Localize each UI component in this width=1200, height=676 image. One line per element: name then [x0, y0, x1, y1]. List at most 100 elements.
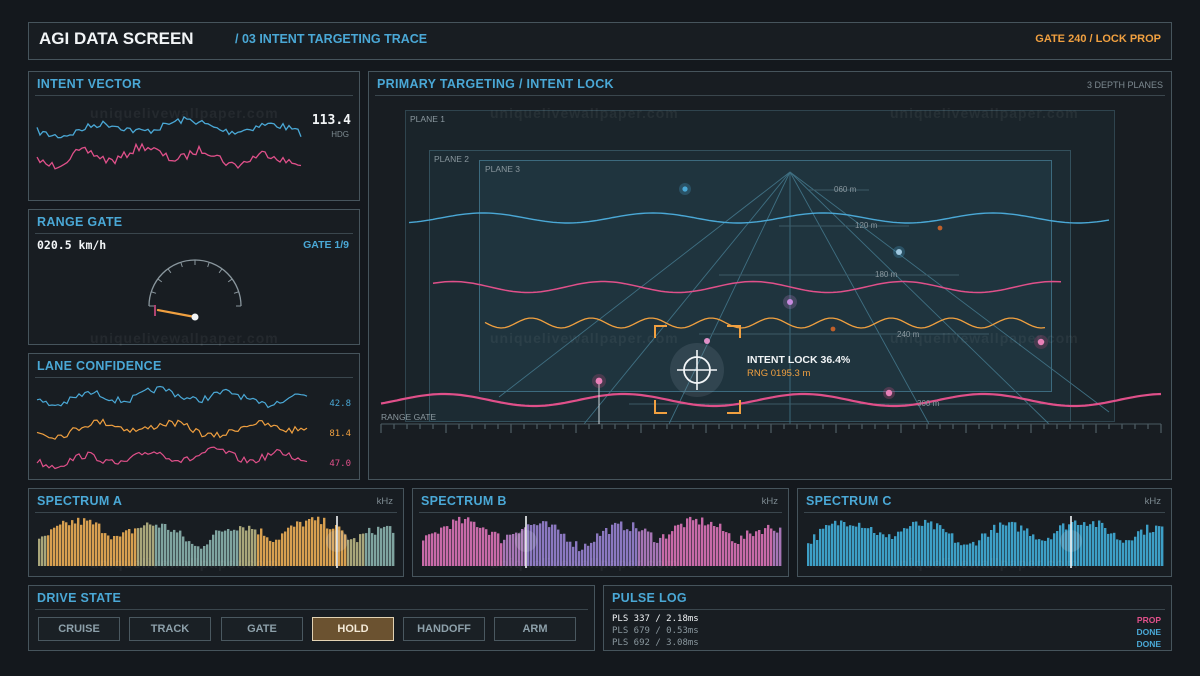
drive-button-gate[interactable]: GATE — [221, 617, 303, 641]
lane-trace-1 — [36, 385, 308, 409]
gauge-tick — [227, 278, 233, 283]
spectrum-bar — [311, 517, 314, 566]
spectrum-bar — [897, 531, 900, 566]
spectrum-bar — [38, 538, 41, 566]
spectrum-bar — [602, 530, 605, 566]
spectrum-bar — [251, 529, 254, 566]
spectrum-bar — [152, 525, 155, 566]
spectrum-bar — [671, 531, 674, 566]
spectrum-bar — [683, 527, 686, 566]
spectrum-c-bar-group — [807, 516, 1164, 568]
spectrum-bar — [879, 532, 882, 566]
spectrum-bar — [68, 525, 71, 566]
spectrum-bar — [374, 534, 377, 566]
watermark: uniquelivewallpaper.com — [490, 105, 679, 121]
spectrum-bar — [740, 535, 743, 566]
drive-button-cruise[interactable]: CRUISE — [38, 617, 120, 641]
watermark: uniquelivewallpaper.com — [890, 330, 1079, 346]
gauge-tick — [207, 262, 210, 268]
spectrum-bar — [215, 530, 218, 566]
spectrum-bar — [134, 528, 137, 566]
spectrum-bar — [563, 533, 566, 566]
watermark: uniquelivewallpaper.com — [490, 555, 679, 571]
spectrum-bar — [356, 542, 359, 566]
spectrum-bar — [98, 523, 101, 566]
spectrum-bar — [542, 521, 545, 566]
spectrum-bar — [521, 529, 524, 566]
gauge-needle — [156, 308, 197, 319]
spectrum-bar — [680, 523, 683, 566]
spectrum-bar — [807, 543, 810, 566]
spectrum-c-panel: SPECTRUM C kHz — [797, 488, 1172, 577]
spectrum-bar — [230, 530, 233, 566]
log-status-1: PROP — [1136, 615, 1161, 625]
spectrum-bar — [158, 527, 161, 566]
spectrum-bar — [431, 533, 434, 566]
log-entry-2: PLS 679 / 0.53ms — [612, 626, 699, 636]
spectrum-bar — [551, 524, 554, 566]
range-gate-scale-label: RANGE GATE — [381, 412, 437, 422]
spectrum-bar — [779, 527, 782, 566]
spectrum-bar — [509, 534, 512, 566]
drive-button-arm[interactable]: ARM — [494, 617, 576, 641]
spectrum-bar — [644, 528, 647, 566]
spectrum-bar — [65, 522, 68, 566]
spectrum-bar — [954, 542, 957, 566]
spectrum-bar — [888, 534, 891, 566]
spectrum-bar — [506, 534, 509, 566]
drive-button-hold[interactable]: HOLD — [312, 617, 394, 641]
spectrum-bar — [858, 522, 861, 566]
intent-vector-chart — [36, 116, 302, 170]
spectrum-bar — [903, 528, 906, 566]
spectrum-bar — [455, 520, 458, 566]
spectrum-bar — [461, 523, 464, 566]
spectrum-bar — [212, 534, 215, 566]
spectrum-bar — [359, 534, 362, 566]
spectrum-bar — [263, 535, 266, 566]
spectrum-bar — [128, 529, 131, 566]
intent-vector-trace-heading — [36, 116, 302, 139]
range-scale-ticks — [380, 424, 1162, 433]
log-entry-1: PLS 337 / 2.18ms — [612, 614, 699, 624]
plane-2-label: PLANE 2 — [434, 154, 469, 164]
drive-button-handoff[interactable]: HANDOFF — [403, 617, 485, 641]
spectrum-bar — [873, 533, 876, 566]
spectrum-bar — [864, 528, 867, 566]
spectrum-bar — [698, 524, 701, 566]
spectrum-bar — [107, 535, 110, 566]
spectrum-bar — [269, 540, 272, 566]
log-status-3: DONE — [1136, 639, 1161, 649]
spectrum-bar — [981, 533, 984, 566]
spectrum-bar — [641, 530, 644, 566]
spectrum-bar — [299, 521, 302, 566]
speed-readout: 020.5 km/h — [37, 238, 107, 252]
spectrum-bar — [287, 527, 290, 566]
intent-vector-panel: INTENT VECTOR 113.4 HDG — [28, 71, 360, 201]
spectrum-bar — [95, 522, 98, 566]
spectrum-bar — [819, 528, 822, 566]
app-title: AGI DATA SCREEN — [39, 29, 194, 48]
spectrum-bar — [656, 542, 659, 566]
spectrum-bar — [332, 528, 335, 566]
plane-1-label: PLANE 1 — [410, 114, 445, 124]
spectrum-bar — [731, 541, 734, 566]
drive-button-track[interactable]: TRACK — [129, 617, 211, 641]
spectrum-bar — [47, 535, 50, 566]
spectrum-bar — [716, 527, 719, 566]
spectrum-bar — [170, 531, 173, 566]
spectrum-bar — [620, 521, 623, 566]
gauge-arc — [148, 259, 242, 307]
lane-value-1: 42.8 — [329, 399, 351, 409]
spectrum-bar — [999, 522, 1002, 566]
spectrum-bar — [539, 523, 542, 566]
spectrum-bar — [978, 540, 981, 566]
spectrum-bar — [41, 536, 44, 566]
spectrum-bar — [1107, 533, 1110, 566]
spectrum-bar — [389, 526, 392, 566]
spectrum-c-bars — [807, 516, 1164, 568]
spectrum-bar — [969, 543, 972, 566]
spectrum-bar — [179, 530, 182, 566]
spectrum-bar — [885, 537, 888, 566]
spectrum-bar — [188, 541, 191, 566]
spectrum-bar — [963, 544, 966, 566]
